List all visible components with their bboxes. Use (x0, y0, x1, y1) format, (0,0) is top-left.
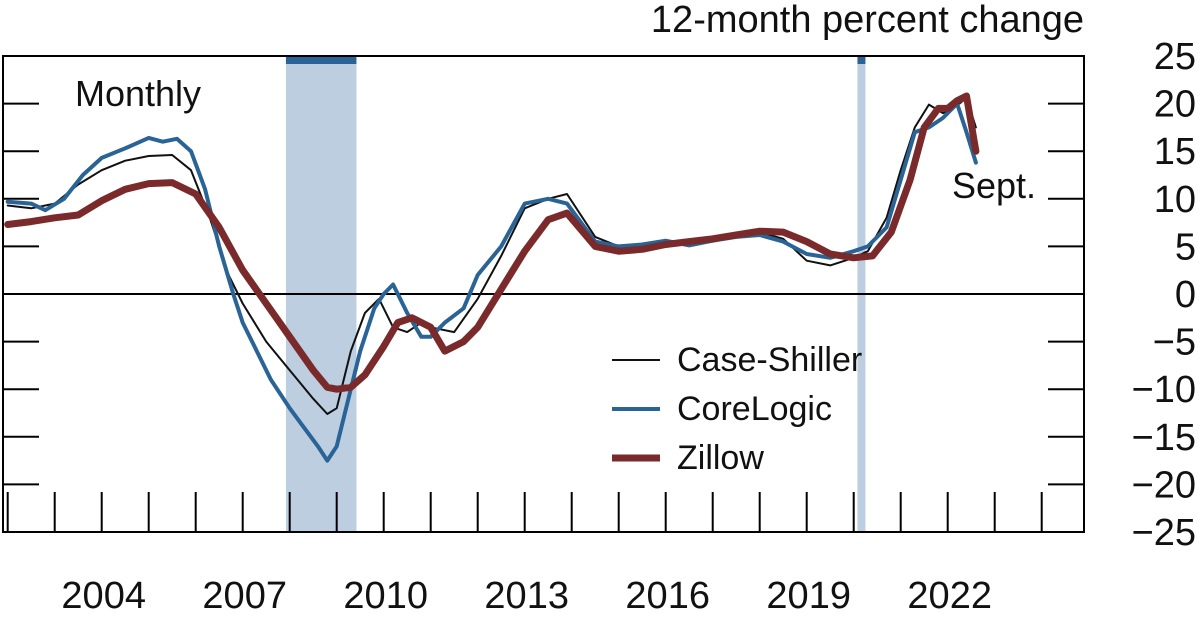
recession-cap-2 (857, 56, 866, 64)
x-tick-label: 2016 (625, 575, 710, 617)
y-tick-label: 0 (1175, 274, 1196, 316)
y-tick-label: −5 (1153, 322, 1196, 364)
x-tick-label: 2022 (907, 575, 992, 617)
end-label: Sept. (952, 165, 1036, 206)
y-tick-label: 25 (1154, 36, 1196, 78)
legend-label: Zillow (677, 439, 764, 477)
y-tick-layer: 25 20 15 10 5 0 −5 −10 −15 −20 −25 (3, 36, 1196, 554)
legend-label: CoreLogic (677, 390, 832, 428)
series-line-zillow (4, 92, 980, 393)
y-tick-label: 5 (1175, 226, 1196, 268)
y-tick-label: 10 (1154, 179, 1196, 221)
y-tick-label: 20 (1154, 84, 1196, 126)
x-tick-label: 2007 (202, 575, 287, 617)
legend: Case-Shiller CoreLogic Zillow (612, 341, 862, 477)
x-tick-label: 2013 (484, 575, 569, 617)
y-tick-label: −20 (1132, 464, 1196, 506)
recession-cap-1 (285, 56, 357, 64)
x-tick-label: 2010 (343, 575, 428, 617)
x-tick-layer: 2004 2007 2010 2013 2016 2019 2022 (6, 492, 1043, 617)
x-tick-label: 2019 (766, 575, 851, 617)
frequency-label: Monthly (75, 73, 201, 114)
series-layer (4, 92, 980, 463)
legend-label: Case-Shiller (677, 341, 862, 379)
y-tick-label: −25 (1132, 512, 1196, 554)
y-tick-label: 15 (1154, 131, 1196, 173)
y-tick-label: −15 (1132, 417, 1196, 459)
y-tick-label: −10 (1132, 369, 1196, 411)
x-tick-label: 2004 (61, 575, 146, 617)
chart-title: 12-month percent change (651, 0, 1084, 41)
